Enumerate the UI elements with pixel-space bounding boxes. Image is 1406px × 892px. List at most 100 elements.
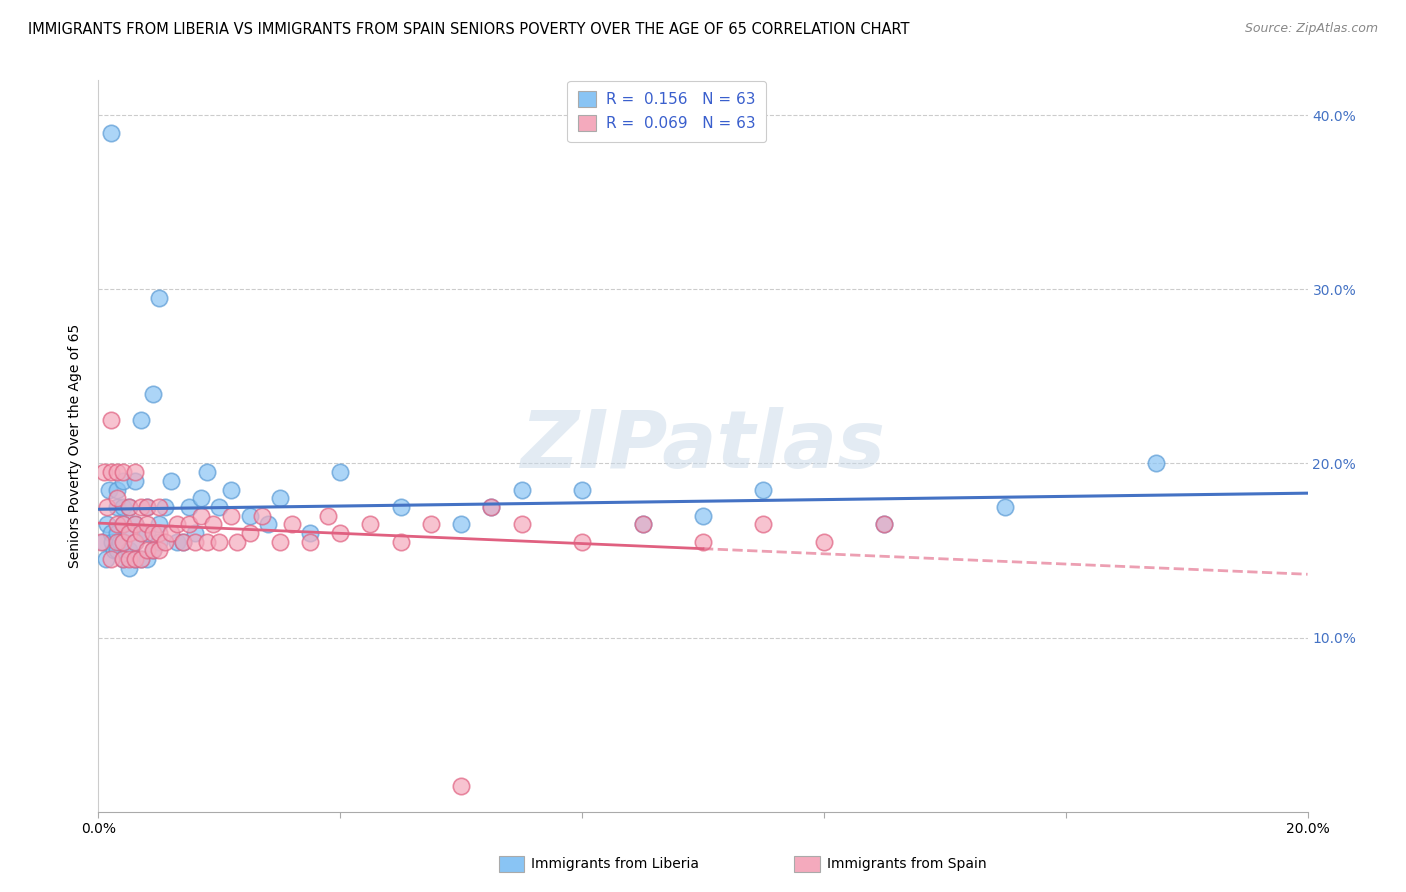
Point xyxy=(124,534,146,549)
Point xyxy=(129,552,152,566)
Point xyxy=(105,517,128,532)
Point xyxy=(124,465,146,479)
Point xyxy=(190,508,212,523)
Point xyxy=(299,526,322,541)
Point xyxy=(148,517,170,532)
Point xyxy=(124,517,146,532)
Point xyxy=(129,500,152,514)
Point xyxy=(153,534,176,549)
Point xyxy=(135,500,157,514)
Point xyxy=(105,526,128,541)
Point xyxy=(329,526,352,541)
Point xyxy=(118,526,141,541)
Point xyxy=(420,517,443,532)
Point xyxy=(994,500,1017,514)
Point xyxy=(813,534,835,549)
Point xyxy=(195,465,218,479)
Point xyxy=(118,552,141,566)
Point xyxy=(111,474,134,488)
Point xyxy=(118,500,141,514)
Point xyxy=(111,552,134,566)
Point xyxy=(692,534,714,549)
Point xyxy=(226,534,249,549)
Point xyxy=(91,534,114,549)
Point xyxy=(129,413,152,427)
Point xyxy=(752,517,775,532)
Point xyxy=(129,552,152,566)
Point xyxy=(269,491,291,506)
Point xyxy=(510,517,533,532)
Point xyxy=(118,500,141,514)
Point xyxy=(100,534,122,549)
Point xyxy=(142,526,165,541)
Point xyxy=(299,534,322,549)
Point xyxy=(184,526,207,541)
Point xyxy=(111,534,134,549)
Point xyxy=(124,534,146,549)
Point xyxy=(631,517,654,532)
Point xyxy=(100,465,122,479)
Point xyxy=(135,543,157,558)
Text: Immigrants from Spain: Immigrants from Spain xyxy=(827,857,987,871)
Point xyxy=(98,483,121,497)
Point xyxy=(135,500,157,514)
Point xyxy=(129,526,152,541)
Point xyxy=(135,517,157,532)
Point xyxy=(148,543,170,558)
Point xyxy=(153,500,176,514)
Point xyxy=(631,517,654,532)
Point xyxy=(481,500,503,514)
Point xyxy=(118,561,141,575)
Point xyxy=(195,534,218,549)
Point xyxy=(510,483,533,497)
Point xyxy=(148,534,170,549)
Text: Source: ZipAtlas.com: Source: ZipAtlas.com xyxy=(1244,22,1378,36)
Point xyxy=(96,517,118,532)
Point xyxy=(208,534,231,549)
Point xyxy=(118,543,141,558)
Point xyxy=(571,483,593,497)
Point xyxy=(873,517,896,532)
Point xyxy=(96,500,118,514)
Point xyxy=(202,517,225,532)
Point xyxy=(329,465,352,479)
Point xyxy=(179,500,201,514)
Text: IMMIGRANTS FROM LIBERIA VS IMMIGRANTS FROM SPAIN SENIORS POVERTY OVER THE AGE OF: IMMIGRANTS FROM LIBERIA VS IMMIGRANTS FR… xyxy=(28,22,910,37)
Point xyxy=(105,465,128,479)
Point xyxy=(148,291,170,305)
Point xyxy=(111,465,134,479)
Point xyxy=(124,474,146,488)
Point xyxy=(111,552,134,566)
Point xyxy=(160,526,183,541)
Point xyxy=(184,534,207,549)
Point xyxy=(571,534,593,549)
Point xyxy=(256,517,278,532)
Point xyxy=(190,491,212,506)
Point xyxy=(135,552,157,566)
Point xyxy=(111,534,134,549)
Point xyxy=(105,483,128,497)
Point xyxy=(105,543,128,558)
Point xyxy=(100,126,122,140)
Point xyxy=(142,543,165,558)
Point xyxy=(873,517,896,532)
Point xyxy=(172,534,194,549)
Point xyxy=(239,526,262,541)
Point xyxy=(90,534,112,549)
Point xyxy=(389,500,412,514)
Point xyxy=(105,500,128,514)
Point xyxy=(316,508,339,523)
Point xyxy=(111,500,134,514)
Point xyxy=(250,508,273,523)
Point xyxy=(166,534,188,549)
Point xyxy=(108,534,131,549)
Point xyxy=(450,779,472,793)
Point xyxy=(111,517,134,532)
Point xyxy=(269,534,291,549)
Point xyxy=(221,508,243,523)
Point xyxy=(148,500,170,514)
Point xyxy=(93,465,115,479)
Point xyxy=(360,517,382,532)
Point xyxy=(103,543,125,558)
Point xyxy=(692,508,714,523)
